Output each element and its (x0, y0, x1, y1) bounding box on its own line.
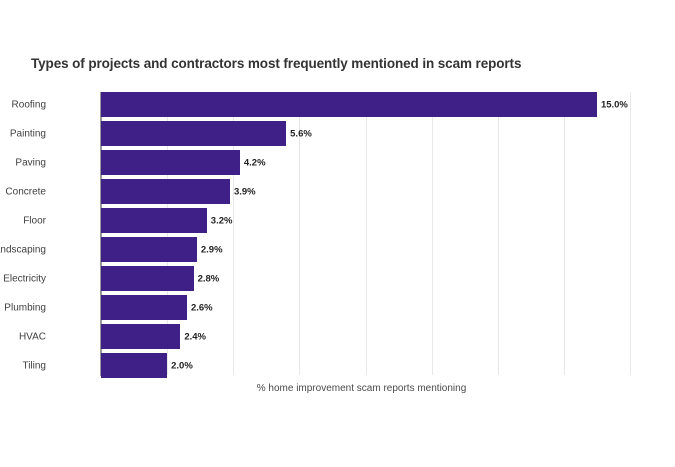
chart-title: Types of projects and contractors most f… (31, 56, 522, 71)
plot-area: Roofing 15.0% Painting 5.6% Paving 4.2% Concre… (0, 92, 631, 378)
bar-row: Floor 3.2% (23, 208, 630, 233)
category-label-hvac: HVAC (18, 331, 46, 342)
bar-rows: Roofing 15.0% Painting 5.6% Paving 4.2% Concre… (0, 92, 630, 378)
bar-roofing[interactable] (101, 92, 597, 117)
bar-row: Painting 5.6% (10, 121, 630, 146)
bar-value-label-paving: 4.2% (243, 157, 266, 168)
category-label-tiling: Tiling (22, 360, 46, 371)
bar-value-label-roofing: 15.0% (600, 99, 628, 110)
bar-paving[interactable] (101, 150, 240, 175)
bar-electricity[interactable] (101, 266, 194, 291)
category-label-paving: Paving (15, 157, 46, 168)
category-label-painting: Painting (9, 128, 46, 139)
category-label-concrete: Concrete (5, 186, 46, 197)
bar-row: Concrete 3.9% (5, 179, 630, 204)
bar-tiling[interactable] (101, 353, 168, 378)
bar-row: Electricity 2.8% (3, 266, 630, 291)
bar-plumbing[interactable] (101, 295, 187, 320)
bar-row: Roofing 15.0% (12, 92, 630, 117)
category-label-landscaping: Landscaping (0, 244, 46, 255)
bar-value-label-landscaping: 2.9% (200, 244, 223, 255)
bar-landscaping[interactable] (101, 237, 197, 262)
bar-value-label-hvac: 2.4% (184, 331, 206, 342)
bar-value-label-floor: 3.2% (210, 215, 233, 226)
bar-floor[interactable] (101, 208, 207, 233)
bar-value-label-concrete: 3.9% (233, 186, 256, 197)
category-label-roofing: Roofing (11, 99, 46, 110)
category-label-plumbing: Plumbing (4, 302, 46, 313)
bar-row: Landscaping 2.9% (0, 237, 630, 262)
y-axis-line (100, 92, 102, 376)
x-axis-caption: % home improvement scam reports mentioni… (0, 383, 675, 394)
bar-value-label-tiling: 2.0% (171, 360, 193, 371)
bar-value-label-electricity: 2.8% (197, 273, 220, 284)
bar-row: Plumbing 2.6% (4, 295, 630, 320)
x-axis-caption-label: % home improvement scam reports mentioni… (256, 383, 467, 394)
bar-row: Paving 4.2% (15, 150, 630, 175)
bar-row: Tiling 2.0% (22, 353, 630, 378)
category-label-floor: Floor (23, 215, 46, 226)
bar-value-label-plumbing: 2.6% (190, 302, 213, 313)
bar-value-label-painting: 5.6% (290, 128, 312, 139)
bar-hvac[interactable] (101, 324, 181, 349)
bar-painting[interactable] (101, 121, 287, 146)
category-label-electricity: Electricity (3, 273, 46, 284)
bar-concrete[interactable] (101, 179, 230, 204)
bar-row: HVAC 2.4% (19, 324, 630, 349)
gridline-16 (630, 92, 631, 375)
